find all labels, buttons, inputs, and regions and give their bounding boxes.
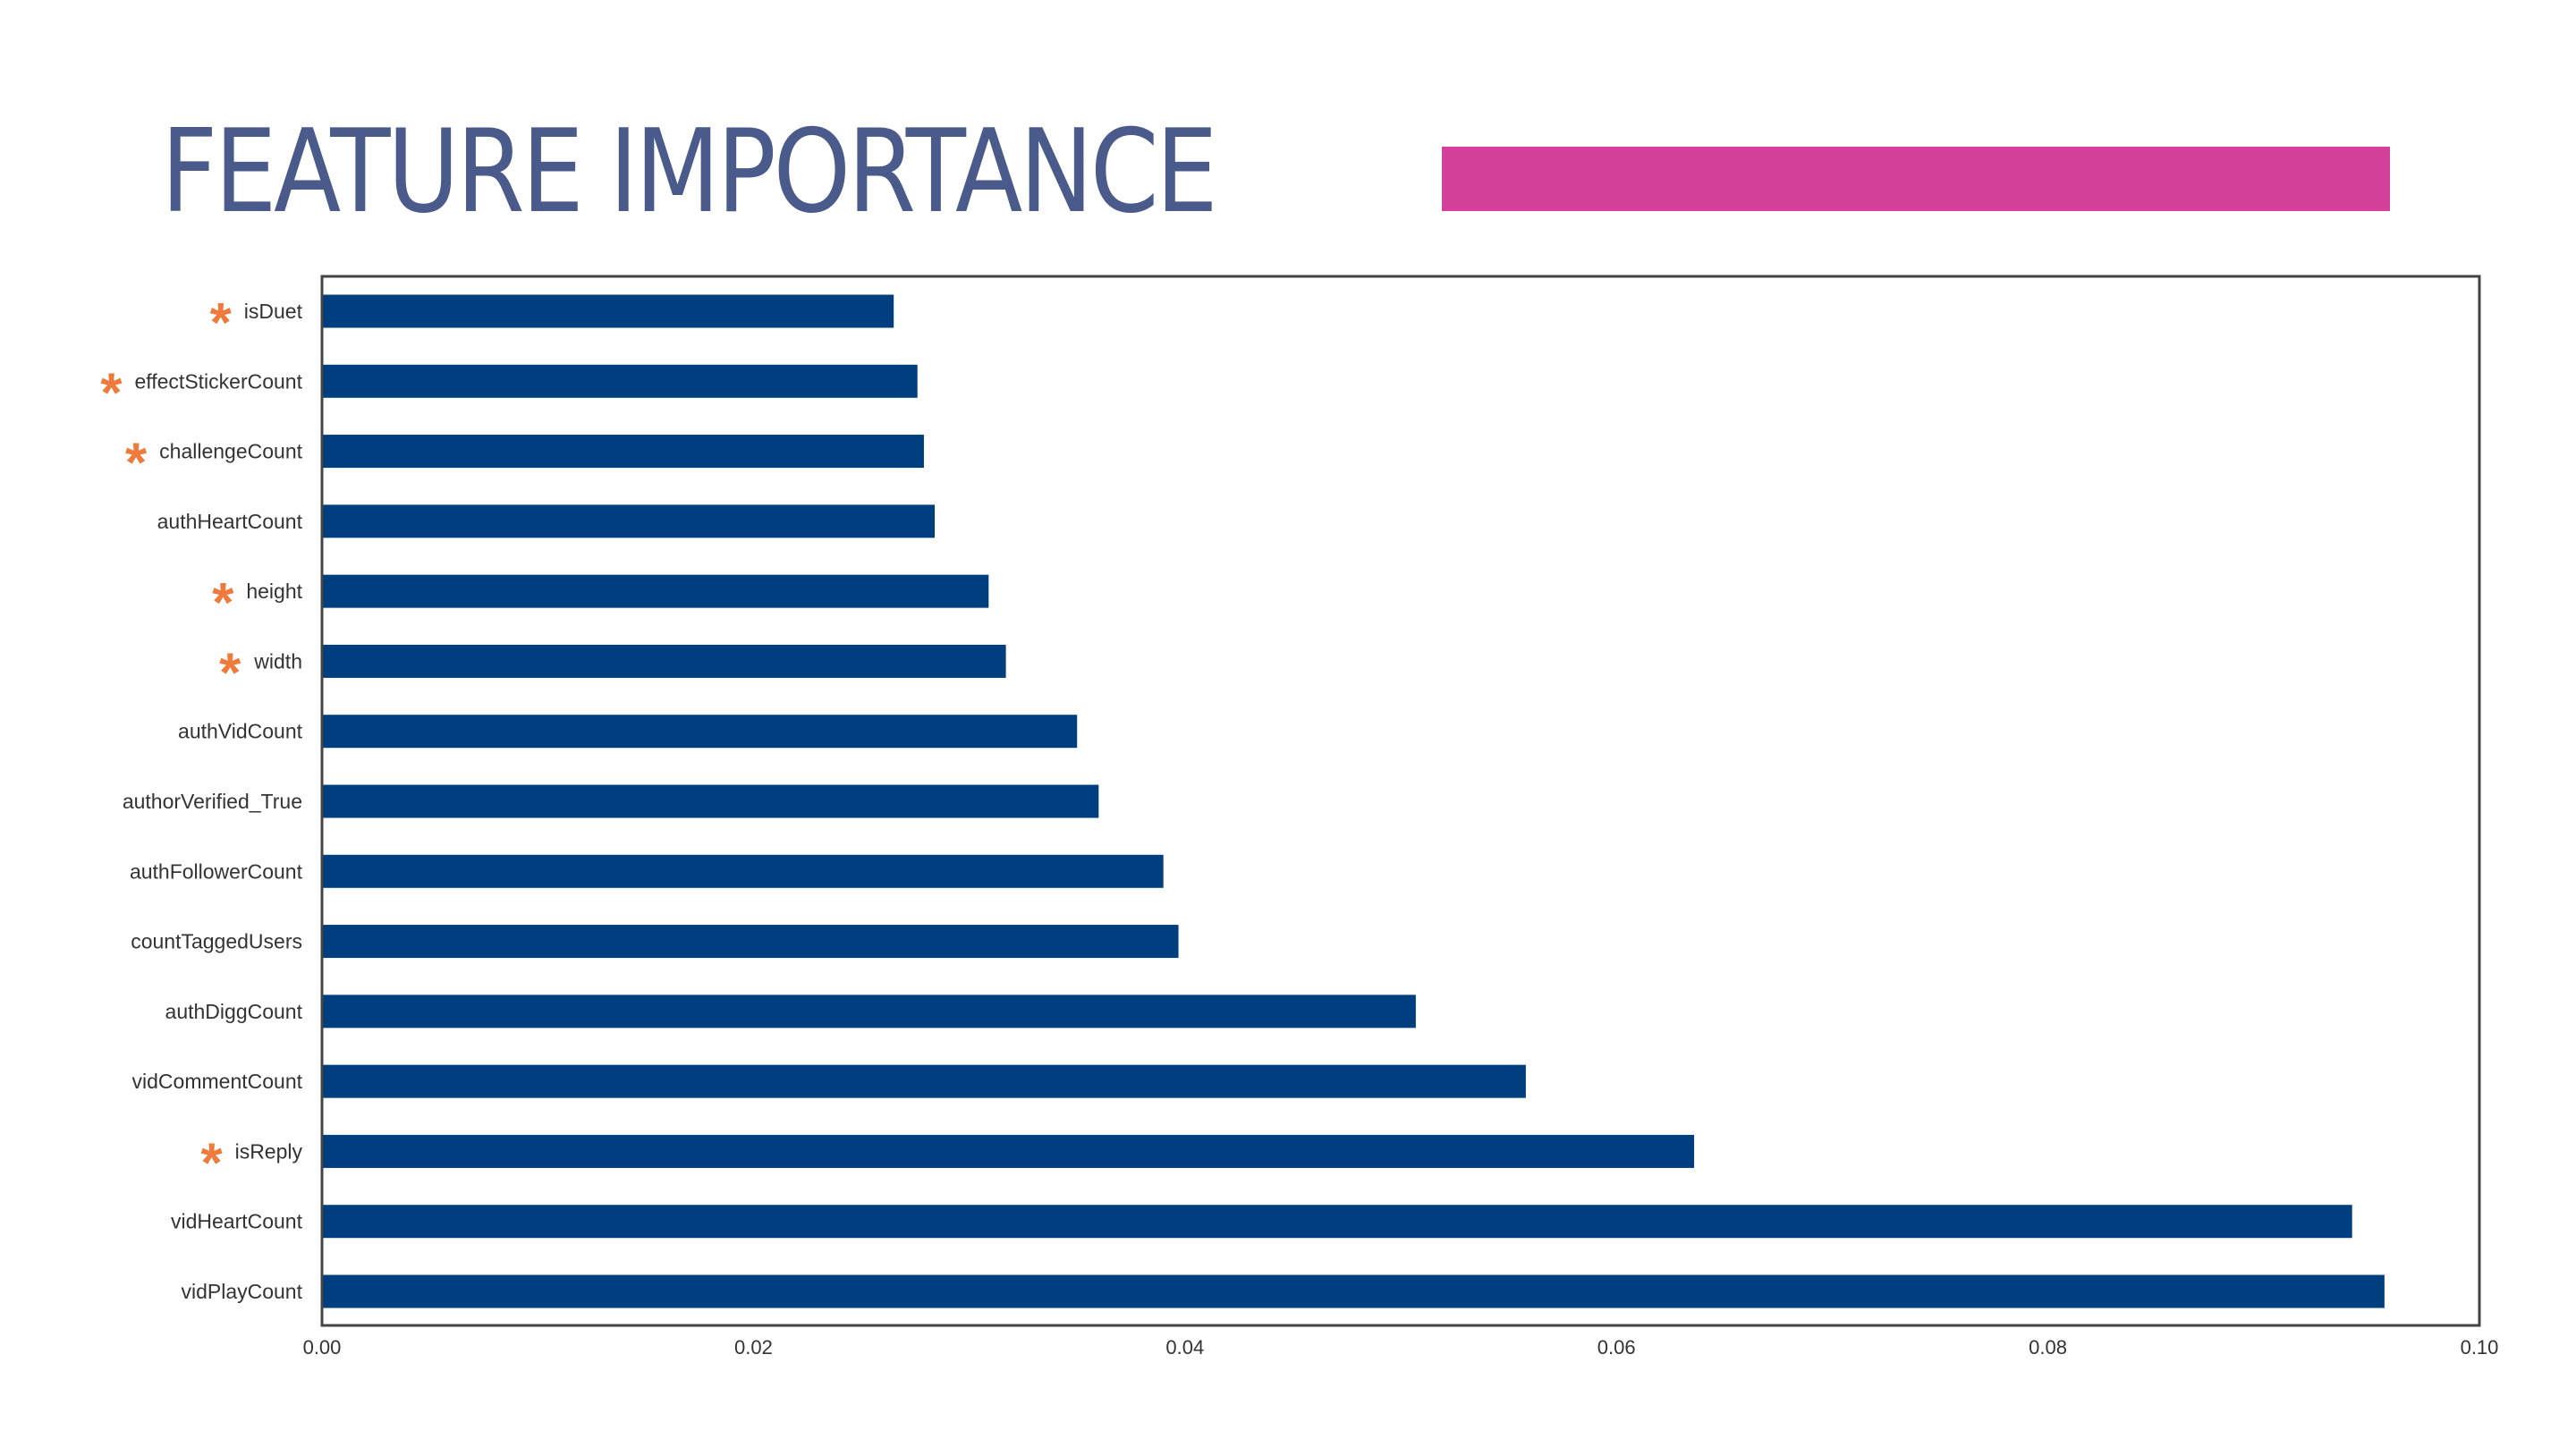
- star-marker-isduet: *: [210, 292, 233, 354]
- category-label-authheartcount: authHeartCount: [157, 510, 303, 533]
- bar-vidplaycount: [322, 1274, 2385, 1308]
- x-tick-labels: 0.00 0.02 0.04 0.06 0.08 0.10: [303, 1336, 2499, 1359]
- category-label-height: height: [246, 580, 302, 603]
- star-marker-height: *: [212, 572, 234, 634]
- category-label-counttaggedusers: countTaggedUsers: [131, 930, 302, 953]
- star-marker-width: *: [219, 642, 242, 704]
- x-tick-label: 0.04: [1165, 1336, 1204, 1359]
- bar-authheartcount: [322, 504, 936, 538]
- star-markers: ******: [100, 292, 242, 1194]
- category-label-width: width: [253, 649, 302, 673]
- bars-layer: [322, 294, 2385, 1308]
- category-label-vidheartcount: vidHeartCount: [171, 1210, 303, 1233]
- category-label-authvidcount: authVidCount: [178, 720, 303, 743]
- x-tick-label: 0.10: [2461, 1336, 2499, 1359]
- x-tick-label: 0.06: [1597, 1336, 1636, 1359]
- x-tick-label: 0.00: [303, 1336, 342, 1359]
- category-label-authdiggcount: authDiggCount: [165, 1000, 303, 1023]
- category-label-authorverified-true: authorVerified_True: [123, 790, 302, 813]
- category-labels: isDuet effectStickerCount challengeCount au…: [123, 300, 303, 1303]
- category-label-isduet: isDuet: [244, 300, 303, 323]
- bar-width: [322, 644, 1006, 678]
- bar-challengecount: [322, 435, 924, 469]
- accent-bar: [1442, 147, 2390, 211]
- category-label-effectstickercount: effectStickerCount: [134, 369, 302, 393]
- bar-height: [322, 574, 989, 608]
- bar-vidcommentcount: [322, 1064, 1526, 1098]
- bar-authdiggcount: [322, 995, 1416, 1028]
- star-marker-challengecount: *: [125, 433, 148, 495]
- category-label-vidplaycount: vidPlayCount: [181, 1280, 302, 1303]
- bar-authorverified-true: [322, 784, 1099, 818]
- bar-authvidcount: [322, 715, 1078, 749]
- x-tick-label: 0.08: [2029, 1336, 2067, 1359]
- plot-frame: [320, 275, 2481, 1327]
- category-label-authfollowercount: authFollowerCount: [130, 859, 303, 883]
- star-marker-effectstickercount: *: [100, 362, 123, 424]
- category-label-isreply: isReply: [235, 1139, 303, 1163]
- bar-vidheartcount: [322, 1205, 2352, 1239]
- category-label-vidcommentcount: vidCommentCount: [132, 1070, 303, 1093]
- bar-effectstickercount: [322, 364, 918, 398]
- bar-isreply: [322, 1134, 1695, 1168]
- bar-counttaggedusers: [322, 925, 1179, 959]
- x-tick-label: 0.02: [734, 1336, 773, 1359]
- bar-isduet: [322, 294, 894, 328]
- category-label-challengecount: challengeCount: [159, 440, 302, 463]
- bar-authfollowercount: [322, 854, 1164, 888]
- slide-title: FEATURE IMPORTANCE: [161, 106, 1218, 239]
- star-marker-isreply: *: [200, 1132, 223, 1194]
